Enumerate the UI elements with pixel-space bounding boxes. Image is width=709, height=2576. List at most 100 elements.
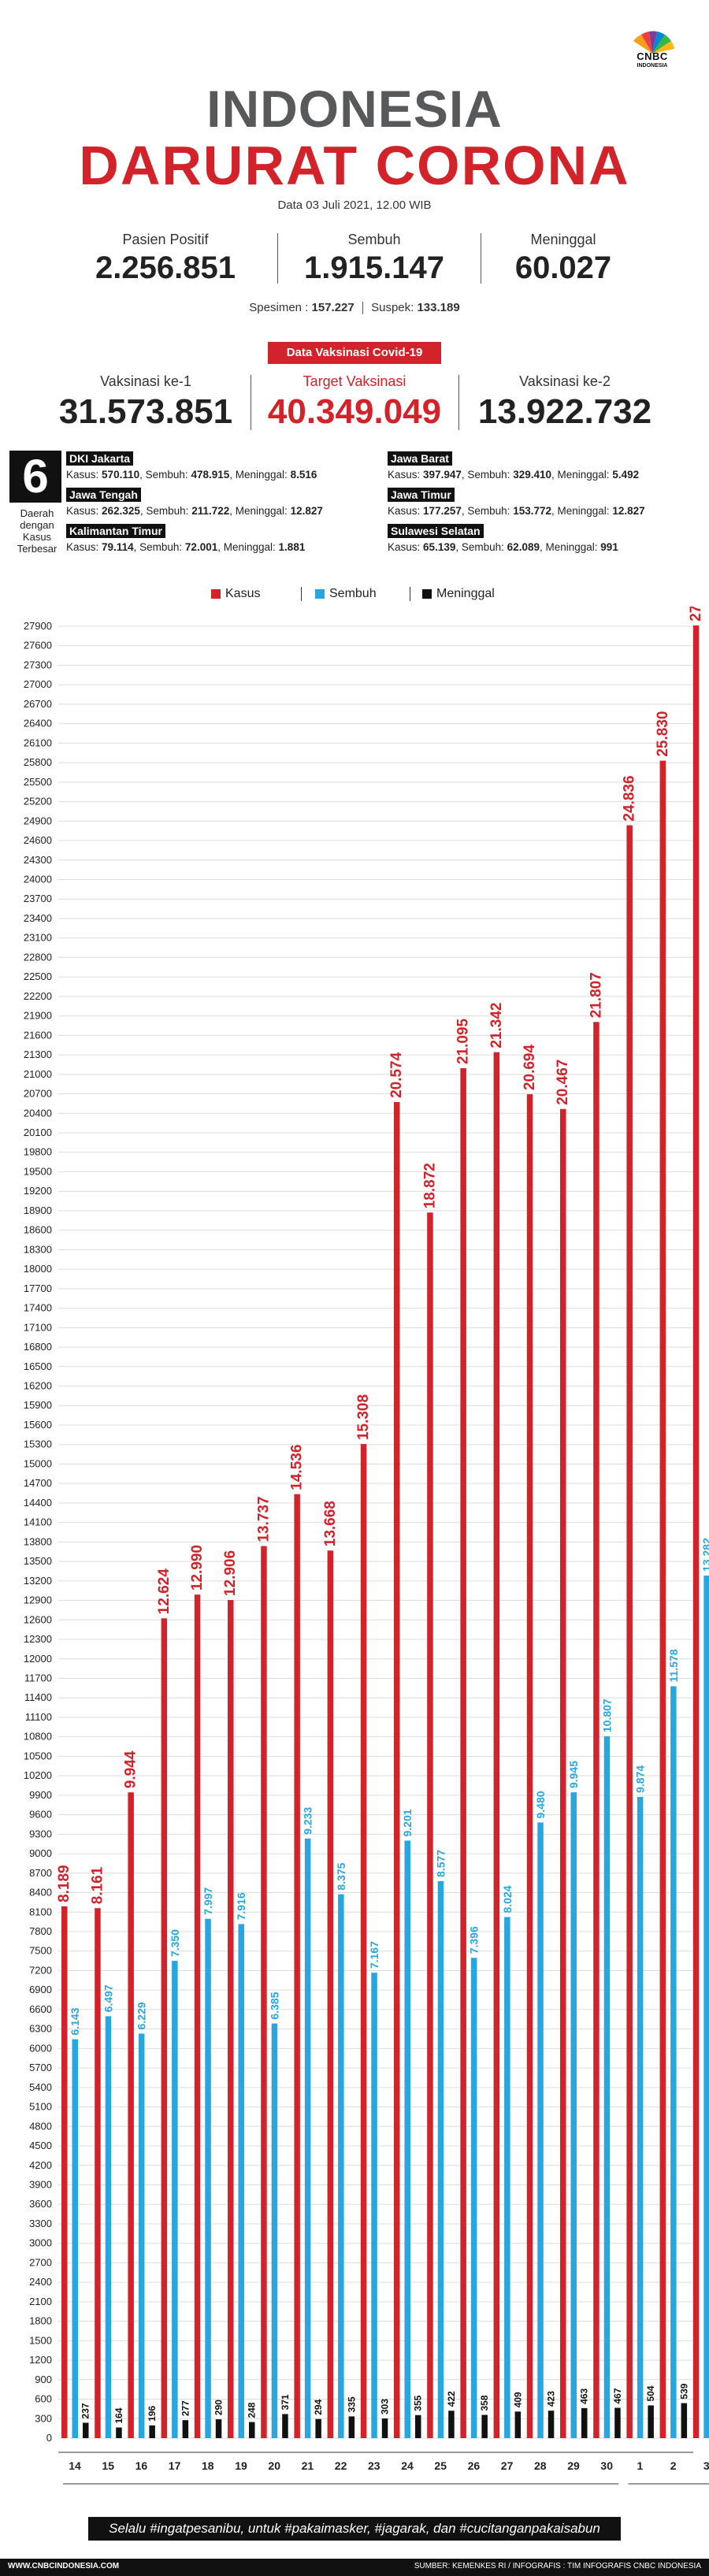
y-tick-label: 24900	[24, 815, 52, 826]
recovered-label: Sembuh	[347, 232, 401, 247]
region-card: Jawa Timur Kasus: 177.257, Sembuh: 153.77…	[388, 488, 645, 517]
meninggal-bar	[116, 2427, 122, 2438]
caption-line: Daerah	[20, 507, 54, 519]
kasus-label: 21.095	[455, 1018, 472, 1064]
kasus-label: 20.574	[388, 1052, 405, 1098]
y-tick-label: 17400	[24, 1302, 52, 1314]
vaccine-1-label: Vaksinasi ke-1	[100, 373, 191, 389]
kasus-bar	[593, 1022, 599, 2438]
region-name: Kalimantan Timur	[66, 524, 165, 538]
x-tick-label: 24	[401, 2459, 414, 2472]
specimen-label: Spesimen :	[249, 301, 309, 314]
region-card: Jawa Tengah Kasus: 262.325, Sembuh: 211.7…	[66, 488, 323, 517]
region-name: DKI Jakarta	[66, 451, 134, 466]
top-regions-number: 6	[9, 451, 61, 503]
meninggal-label: 248	[247, 2402, 258, 2418]
vaccine-divider	[458, 375, 459, 430]
sembuh-label: 8.375	[335, 1862, 347, 1890]
sembuh-label: Sembuh:	[146, 505, 189, 517]
kasus-bar	[128, 1792, 134, 2438]
sembuh-bar	[670, 1686, 677, 2438]
y-tick-label: 24300	[24, 854, 52, 866]
meninggal-bar	[149, 2425, 155, 2438]
region-card: Sulawesi Selatan Kasus: 65.139, Sembuh: 6…	[388, 524, 618, 553]
recovered-value: 1.915.147	[304, 251, 444, 285]
y-tick-label: 7800	[29, 1925, 52, 1937]
sembuh-label: 9.480	[534, 1791, 547, 1818]
x-tick-label: 23	[368, 2459, 380, 2472]
x-tick-label: 14	[69, 2459, 81, 2472]
sembuh-bar	[504, 1917, 510, 2438]
tagline-banner: Selalu #ingatpesanibu, untuk #pakaimaske…	[88, 2517, 621, 2541]
y-tick-label: 1200	[29, 2354, 52, 2366]
region-card: Kalimantan Timur Kasus: 79.114, Sembuh: 7…	[66, 524, 305, 553]
vaccine-1-value: 31.573.851	[58, 392, 233, 431]
y-tick-label: 9900	[29, 1789, 52, 1801]
x-tick-label: 19	[235, 2459, 247, 2472]
y-tick-label: 5400	[29, 2081, 52, 2093]
sembuh-bar	[271, 2023, 278, 2438]
y-tick-label: 3300	[29, 2218, 52, 2229]
y-tick-label: 20100	[24, 1127, 52, 1138]
region-stats: Kasus: 262.325, Sembuh: 211.722, Meningg…	[66, 505, 323, 517]
caption-line: dengan	[20, 519, 54, 531]
x-tick-label: 16	[135, 2459, 148, 2472]
meninggal-bar	[215, 2419, 222, 2438]
specimen-value: 157.227	[311, 301, 354, 314]
y-tick-label: 13500	[24, 1555, 52, 1567]
meninggal-value: 991	[600, 541, 618, 553]
kasus-bar	[560, 1108, 566, 2438]
x-tick-label: 20	[268, 2459, 280, 2472]
y-tick-label: 25500	[24, 776, 52, 788]
x-tick-label: 30	[600, 2459, 613, 2472]
sembuh-value: 329.410	[513, 469, 551, 481]
sembuh-label: 10.807	[600, 1698, 613, 1732]
y-tick-label: 6300	[29, 2023, 52, 2035]
y-tick-label: 16500	[24, 1360, 52, 1372]
meninggal-bar	[282, 2414, 288, 2438]
meninggal-bar	[681, 2403, 688, 2438]
y-tick-label: 12900	[24, 1594, 52, 1606]
y-tick-label: 20400	[24, 1107, 52, 1119]
suspect-label: Suspek:	[371, 301, 414, 314]
stat-divider	[277, 233, 278, 284]
x-tick-label: 17	[169, 2459, 181, 2472]
meninggal-label: 423	[546, 2391, 557, 2407]
y-tick-label: 25800	[24, 756, 52, 768]
y-tick-label: 1800	[29, 2315, 52, 2327]
y-tick-label: 27600	[24, 640, 52, 651]
sembuh-value: 478.915	[191, 469, 230, 481]
sembuh-label: 7.997	[202, 1887, 214, 1915]
y-tick-label: 10500	[24, 1750, 52, 1761]
meninggal-bar	[581, 2407, 588, 2438]
y-tick-label: 13800	[24, 1535, 52, 1547]
kasus-value: 79.114	[102, 541, 134, 553]
kasus-label: 8.161	[89, 1866, 106, 1904]
meninggal-bar	[249, 2422, 255, 2438]
y-tick-label: 3900	[29, 2178, 52, 2190]
y-tick-label: 2100	[29, 2296, 52, 2307]
sembuh-bar	[238, 1924, 244, 2438]
kasus-label: 18.872	[421, 1163, 438, 1208]
kasus-label: Kasus:	[66, 541, 99, 553]
meninggal-label: 467	[612, 2388, 623, 2403]
specimen-line: Spesimen : 157.227 Suspek: 133.189	[0, 301, 709, 315]
logo-subtext: INDONESIA	[637, 63, 668, 69]
kasus-bar	[460, 1067, 466, 2438]
y-tick-label: 8400	[29, 1887, 52, 1899]
y-tick-label: 5100	[29, 2101, 52, 2113]
suspect-value: 133.189	[417, 301, 460, 314]
sembuh-bar	[172, 1961, 178, 2438]
y-tick-label: 21000	[24, 1068, 52, 1080]
y-tick-label: 6900	[29, 1984, 52, 1995]
kasus-bar	[360, 1444, 367, 2438]
sembuh-bar	[570, 1792, 577, 2438]
y-tick-label: 18600	[24, 1224, 52, 1236]
y-tick-label: 26100	[24, 737, 52, 748]
kasus-bar	[194, 1594, 201, 2438]
meninggal-label: 355	[413, 2395, 424, 2411]
x-tick-label: 26	[468, 2459, 481, 2472]
y-tick-label: 15300	[24, 1438, 52, 1450]
kasus-bar	[161, 1618, 168, 2438]
kasus-label: Kasus:	[388, 505, 421, 517]
